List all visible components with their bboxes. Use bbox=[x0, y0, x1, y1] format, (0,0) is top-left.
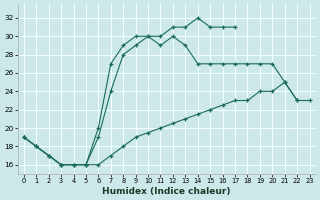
X-axis label: Humidex (Indice chaleur): Humidex (Indice chaleur) bbox=[102, 187, 231, 196]
